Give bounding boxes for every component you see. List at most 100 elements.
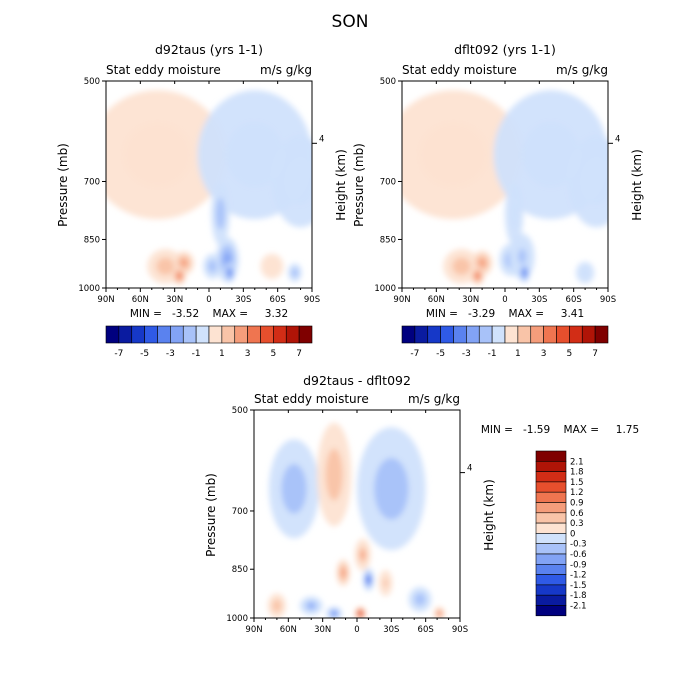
min-max-readout: MIN = -1.59 MAX = 1.75	[481, 424, 639, 436]
contour-region	[360, 550, 365, 559]
colorbar-tick-label: -1.2	[570, 571, 587, 581]
colorbar-swatch	[131, 325, 145, 344]
x-tick-label: 90N	[393, 295, 410, 305]
x-tick-label: 90S	[600, 295, 616, 305]
contour-region	[452, 257, 471, 276]
colorbar-swatch	[535, 584, 567, 596]
y-tick-label: 500	[380, 77, 396, 87]
contour-region	[358, 611, 363, 616]
colorbar-tick-label: 0.6	[570, 509, 584, 519]
colorbar-tick-label: -0.6	[570, 550, 587, 560]
y2-tick-label: 4	[467, 464, 472, 474]
y-tick-label: 500	[232, 406, 248, 416]
colorbar-swatch	[535, 450, 567, 462]
colorbar-swatch	[543, 325, 557, 344]
panel-difference: d92taus - dflt092 Stat eddy moisture m/s…	[204, 373, 639, 635]
colorbar-tick-label: 0.9	[570, 499, 584, 509]
min-max-readout: MIN = -3.52 MAX = 3.32	[130, 308, 288, 320]
x-tick-label: 60S	[566, 295, 582, 305]
panel-title: d92taus (yrs 1-1)	[155, 42, 263, 57]
x-tick-label: 30N	[462, 295, 479, 305]
x-tick-label: 60N	[428, 295, 445, 305]
contour-region	[580, 267, 590, 279]
contour-region	[366, 577, 371, 582]
colorbar-tick-label: -0.3	[570, 540, 587, 550]
contour-shading	[402, 90, 608, 286]
y2-axis-label: Height (km)	[482, 479, 496, 550]
y2-tick-label: 4	[319, 134, 324, 144]
colorbar-swatch	[535, 522, 567, 534]
x-tick-label: 30S	[235, 295, 251, 305]
contour-region	[340, 568, 346, 578]
contour-region	[226, 122, 284, 187]
colorbar-tick-label: 1.8	[570, 468, 584, 478]
axes: 90N 60N 30N 0 30S 60S 90S 500 700 850 1000 4	[374, 77, 620, 305]
colorbar-tick-label: -1	[488, 349, 497, 359]
contour-region	[308, 603, 315, 609]
colorbar-swatch	[569, 325, 583, 344]
colorbar-swatch	[440, 325, 454, 344]
colorbar-tick-label: -2.1	[570, 602, 587, 612]
panel-variable-label: Stat eddy moisture	[106, 63, 221, 77]
x-tick-label: 0	[502, 295, 507, 305]
colorbar-swatch	[478, 325, 493, 344]
colorbar-swatch	[535, 460, 567, 472]
y2-tick-label: 4	[615, 134, 620, 144]
colorbar-swatch	[535, 553, 567, 565]
contour-region	[180, 259, 188, 268]
x-tick-label: 90N	[245, 625, 262, 635]
contour-region	[522, 122, 580, 187]
contour-region	[207, 260, 218, 273]
contour-field	[267, 422, 446, 618]
x-tick-label: 30N	[314, 625, 331, 635]
colorbar-tick-label: 1	[219, 349, 225, 359]
colorbar-swatch	[535, 594, 567, 606]
panel-title: dflt092 (yrs 1-1)	[454, 42, 556, 57]
colorbar-swatch	[144, 325, 158, 344]
contour-region	[281, 463, 307, 514]
colorbar-swatch	[414, 325, 429, 344]
contour-field	[402, 90, 608, 286]
contour-region	[419, 122, 488, 187]
y-axis-label: Pressure (mb)	[204, 473, 218, 557]
contour-region	[414, 593, 426, 606]
contour-region	[517, 248, 527, 265]
x-tick-label: 90S	[304, 295, 320, 305]
colorbar-tick-label: 1	[515, 349, 521, 359]
contour-region	[291, 268, 299, 278]
colorbar-swatch	[427, 325, 441, 344]
colorbar-tick-label: 2.1	[570, 457, 584, 467]
colorbar-swatch	[298, 325, 313, 344]
contour-shading	[106, 90, 312, 286]
panel-title: d92taus - dflt092	[303, 373, 411, 388]
y-tick-label: 850	[232, 565, 248, 575]
x-tick-label: 0	[354, 625, 359, 635]
x-tick-label: 30S	[531, 295, 547, 305]
contour-region	[286, 158, 312, 205]
panel-units-label: m/s g/kg	[408, 392, 460, 406]
contour-region	[509, 197, 519, 230]
colorbar-swatch	[535, 533, 567, 545]
figure-title: SON	[332, 12, 369, 32]
colorbar-tick-label: 7	[296, 349, 302, 359]
colorbar-tick-label: -7	[114, 349, 123, 359]
y-tick-label: 1000	[226, 614, 248, 624]
colorbar-swatch	[535, 574, 567, 586]
colorbar-swatch	[535, 543, 567, 555]
colorbar-tick-label: -0.9	[570, 560, 587, 570]
colorbar-tick-label: 1.5	[570, 478, 584, 488]
min-max-readout: MIN = -3.29 MAX = 3.41	[426, 308, 584, 320]
colorbar-swatch	[535, 481, 567, 493]
colorbar-swatch	[535, 471, 567, 483]
contour-shading	[267, 422, 446, 618]
panel-dflt092: dflt092 (yrs 1-1) Stat eddy moisture m/s…	[352, 42, 644, 359]
contour-region	[272, 599, 282, 612]
contour-region	[478, 258, 486, 268]
colorbar-swatch	[170, 325, 184, 344]
panel-variable-label: Stat eddy moisture	[254, 392, 369, 406]
colorbar-tick-label: -3	[166, 349, 175, 359]
x-tick-label: 90S	[452, 625, 468, 635]
colorbar-swatch	[234, 325, 248, 344]
colorbar-swatch	[556, 325, 570, 344]
